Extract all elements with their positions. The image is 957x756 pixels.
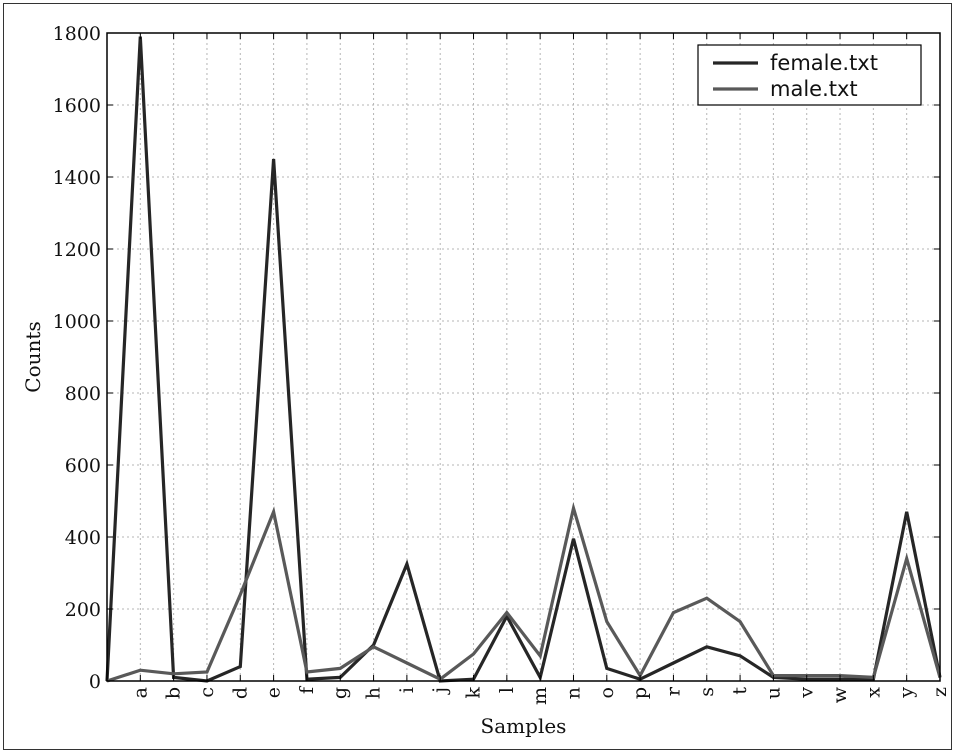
y-tick-label: 800: [65, 383, 101, 405]
x-tick-label: p: [629, 687, 651, 699]
x-tick-label: e: [263, 687, 285, 698]
x-tick-label: t: [729, 687, 751, 695]
x-tick-label: c: [196, 687, 218, 698]
x-tick-label: x: [862, 687, 884, 698]
x-tick-label: h: [363, 687, 385, 699]
x-tick-label: z: [929, 687, 951, 697]
x-tick-label: s: [696, 687, 718, 697]
y-tick-label: 1000: [53, 311, 101, 333]
legend-label: male.txt: [770, 77, 858, 101]
series-line-2: [106, 501, 942, 683]
series-lines: [105, 36, 942, 683]
axis-ticks: 0 200 400 600 800 1000 1200 1400 1600 1800 a b c d e f g…: [53, 23, 951, 705]
x-tick-label: y: [896, 687, 918, 699]
x-tick-label: i: [396, 687, 418, 693]
x-tick-label: d: [229, 687, 251, 699]
series-line-1: [105, 36, 942, 683]
x-tick-label: l: [496, 687, 518, 693]
y-tick-label: 1600: [53, 95, 101, 117]
plot-area: [106, 32, 941, 682]
y-axis-label: Counts: [21, 321, 45, 392]
x-tick-label: b: [163, 687, 185, 699]
y-tick-label: 400: [65, 527, 101, 549]
x-tick-label: v: [796, 687, 818, 699]
figure-frame: [3, 3, 952, 750]
y-tick-label: 1800: [53, 23, 101, 45]
x-axis-label: Samples: [481, 714, 567, 738]
y-tick-label: 600: [65, 455, 101, 477]
x-tick-label: o: [596, 687, 618, 698]
y-tick-label: 1200: [53, 239, 101, 261]
x-tick-label: f: [296, 685, 318, 694]
y-tick-label: 1400: [53, 167, 101, 189]
grid: [107, 33, 940, 681]
legend-label: female.txt: [770, 51, 878, 75]
x-tick-label: j: [429, 687, 451, 695]
y-tick-label: 0: [89, 671, 101, 693]
x-tick-label: n: [562, 687, 584, 699]
y-tick-label: 200: [65, 599, 101, 621]
x-tick-label: a: [129, 687, 151, 698]
x-tick-label: w: [829, 686, 851, 703]
legend-box: [697, 44, 922, 106]
x-tick-label: u: [762, 687, 784, 699]
x-tick-label: g: [329, 687, 351, 699]
x-tick-label: k: [463, 687, 485, 699]
x-tick-label: r: [662, 686, 684, 696]
x-tick-label: m: [529, 687, 551, 705]
